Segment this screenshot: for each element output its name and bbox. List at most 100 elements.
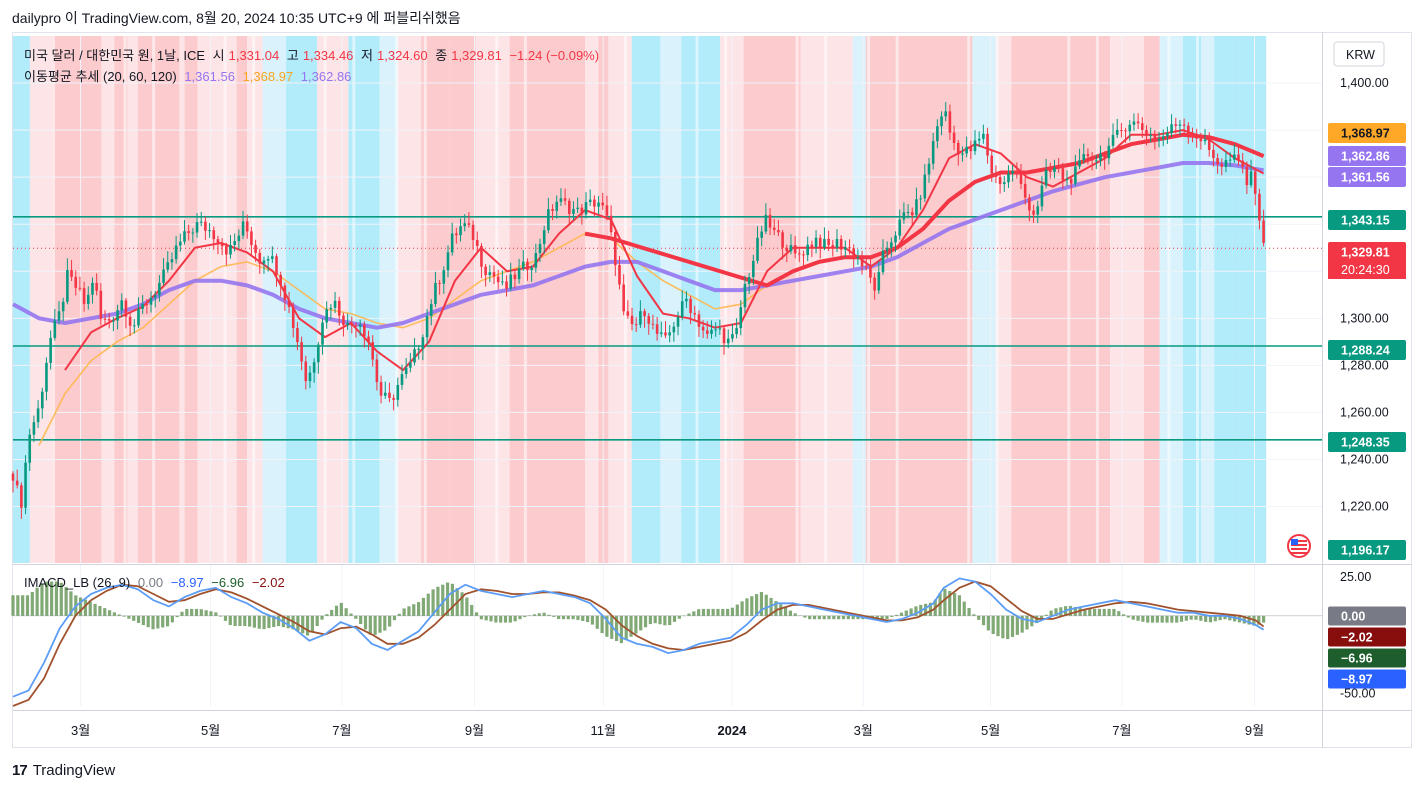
histogram-bar bbox=[750, 596, 754, 616]
histogram-bar bbox=[634, 615, 638, 634]
trend-band-1 bbox=[29, 36, 52, 563]
indicator-legend[interactable]: IMACD_LB (26, 9) 0.00 −8.97 −6.96 −2.02 bbox=[24, 575, 289, 590]
band-gap bbox=[1196, 36, 1199, 563]
histogram-bar bbox=[151, 615, 155, 630]
symbol-name[interactable]: 미국 달러 / 대한민국 원, 1날, ICE bbox=[24, 48, 206, 63]
candle-body bbox=[212, 230, 216, 240]
candle-body bbox=[701, 326, 705, 331]
time-tick-label-2: 7월 bbox=[332, 723, 351, 738]
candle-body bbox=[898, 219, 902, 236]
axis-price-label-6-box bbox=[1328, 432, 1406, 452]
candle-body bbox=[371, 342, 375, 360]
candle-body bbox=[969, 146, 973, 152]
histogram-bar bbox=[267, 615, 271, 629]
histogram-bar bbox=[54, 581, 59, 616]
candle-body bbox=[20, 485, 23, 508]
histogram-bar bbox=[141, 615, 145, 626]
histogram-bar bbox=[755, 594, 759, 616]
histogram-bar bbox=[783, 607, 788, 616]
candle-body bbox=[852, 248, 856, 258]
price-tick-label: 1,300.00 bbox=[1340, 311, 1389, 325]
histogram-bar bbox=[586, 615, 590, 623]
candle-body bbox=[141, 304, 144, 309]
histogram-bar bbox=[643, 615, 648, 628]
axis-price-label-6: 1,248.35 bbox=[1341, 436, 1390, 450]
histogram-bar bbox=[991, 615, 995, 635]
histogram-bar bbox=[103, 608, 107, 616]
histogram-bar bbox=[248, 615, 252, 627]
histogram-bar bbox=[542, 612, 546, 616]
histogram-bar bbox=[349, 613, 353, 616]
candle-body bbox=[722, 328, 726, 344]
histogram-bar bbox=[59, 582, 63, 616]
axis-indicator-label-3-box bbox=[1328, 669, 1406, 689]
histogram-bar bbox=[1165, 615, 1169, 623]
candle-body bbox=[660, 332, 663, 334]
candle-body bbox=[1007, 173, 1010, 183]
candle-body bbox=[626, 311, 630, 316]
candle-body bbox=[1253, 171, 1257, 194]
candle-body bbox=[668, 332, 671, 336]
candle-body bbox=[400, 373, 404, 385]
currency-box bbox=[1333, 41, 1385, 67]
histogram-bar bbox=[595, 615, 599, 629]
axis-price-label-1: 1,362.86 bbox=[1341, 150, 1390, 164]
trend-overlay-line bbox=[584, 132, 1265, 288]
candles bbox=[11, 102, 1265, 519]
candle-body bbox=[82, 288, 86, 304]
candle-body bbox=[158, 282, 161, 296]
price-tick-label: 1,400.00 bbox=[1340, 76, 1389, 90]
candle-body bbox=[944, 111, 948, 117]
candle-body bbox=[936, 126, 939, 142]
low-value: 1,324.60 bbox=[377, 48, 428, 63]
axis-price-label-1-box bbox=[1328, 146, 1406, 166]
candle-body bbox=[789, 245, 793, 252]
flag-stripe bbox=[1291, 548, 1307, 550]
symbol-legend: 미국 달러 / 대한민국 원, 1날, ICE 시 1,331.04 고 1,334… bbox=[24, 45, 603, 64]
candle-body bbox=[864, 266, 868, 268]
candle-body bbox=[1145, 129, 1148, 136]
histogram-bar bbox=[170, 615, 174, 623]
candle-body bbox=[894, 235, 897, 243]
candle-body bbox=[1048, 170, 1052, 172]
ma-legend[interactable]: 이동평균 추세 (20, 60, 120) 1,361.56 1,368.97 … bbox=[24, 66, 355, 85]
candle-body bbox=[467, 223, 471, 225]
histogram-bar bbox=[460, 592, 464, 616]
histogram-bar bbox=[223, 615, 228, 621]
candle-body bbox=[1216, 157, 1219, 165]
histogram-bar bbox=[1039, 615, 1044, 620]
close-label: 종 bbox=[435, 48, 448, 63]
flag-stripe bbox=[1291, 544, 1307, 546]
candle-body bbox=[1161, 136, 1165, 140]
histogram-bar bbox=[672, 615, 677, 622]
candle-body bbox=[1153, 134, 1157, 141]
trend-band-32 bbox=[852, 36, 866, 563]
histogram-bar bbox=[885, 615, 889, 620]
histogram-bar bbox=[1184, 615, 1188, 621]
low-label: 저 bbox=[361, 48, 374, 63]
histogram-bar bbox=[972, 614, 976, 616]
candle-body bbox=[1044, 170, 1048, 186]
candle-body bbox=[1115, 129, 1119, 135]
histogram-bar bbox=[962, 601, 966, 616]
histogram-bar bbox=[1141, 615, 1145, 622]
candle-body bbox=[162, 269, 165, 283]
trend-band-6 bbox=[137, 36, 180, 563]
histogram-bar bbox=[1223, 615, 1227, 620]
candle-body bbox=[145, 304, 149, 306]
histogram-bar bbox=[895, 614, 899, 616]
candle-body bbox=[676, 317, 680, 327]
candle-body bbox=[1074, 166, 1077, 184]
histogram-bar bbox=[619, 615, 623, 644]
histogram-bar bbox=[948, 591, 952, 616]
candle-body bbox=[555, 201, 559, 211]
histogram-bar bbox=[122, 615, 126, 617]
candle-body bbox=[429, 304, 433, 317]
histogram-bar bbox=[392, 615, 397, 621]
candle-body bbox=[530, 267, 533, 271]
candle-body bbox=[1053, 167, 1056, 172]
currency-label: KRW bbox=[1346, 48, 1375, 62]
candle-body bbox=[994, 173, 998, 177]
histogram-bar bbox=[25, 595, 30, 616]
